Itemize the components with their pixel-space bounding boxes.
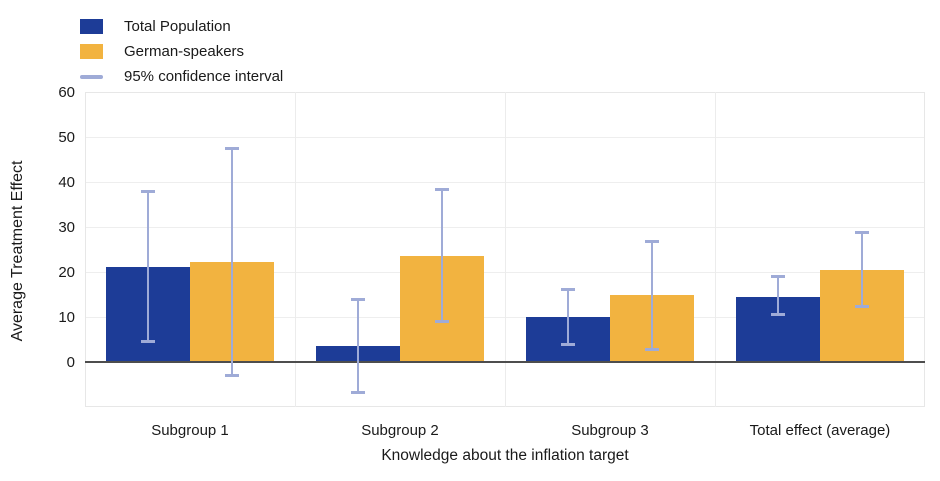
legend-item-german-speakers: German-speakers (80, 39, 283, 64)
y-tick-label-60: 60 (58, 83, 75, 101)
ci-cap-top-cat3-s0 (561, 287, 575, 291)
ci-cap-bottom-cat3-s1 (645, 347, 659, 351)
ci-cap-top-cat2-s1 (435, 187, 449, 191)
ci-line-cat1-s1 (230, 148, 234, 376)
ci-cap-bottom-cat2-s0 (351, 390, 365, 394)
y-tick-label-50: 50 (58, 128, 75, 146)
ci-line-cat1-s0 (146, 191, 150, 342)
ci-cap-bottom-cat1-s0 (141, 339, 155, 343)
ci-cap-top-cat1-s0 (141, 190, 155, 193)
y-tick-label-40: 40 (58, 173, 75, 191)
ci-cap-bottom-cat3-s0 (561, 343, 575, 347)
ci-cap-bottom-cat4-s0 (771, 313, 785, 317)
ci-line-cat2-s0 (356, 298, 360, 393)
ci-line-cat2-s1 (440, 188, 444, 323)
zero-axis-line (85, 361, 925, 363)
ci-line-cat3-s0 (566, 288, 570, 346)
x-category-label-4: Total effect (average) (749, 422, 891, 439)
y-tick-label-0: 0 (66, 353, 75, 371)
ci-line-cat4-s0 (776, 275, 780, 316)
y-tick-label-10: 10 (58, 308, 75, 326)
legend-swatch-german-speakers (80, 44, 103, 59)
panel-separator-1 (295, 92, 296, 407)
ci-cap-top-cat1-s1 (225, 147, 239, 151)
panel-separator-3 (715, 92, 716, 407)
legend-item-confidence-interval: 95% confidence interval (80, 64, 283, 89)
ci-cap-top-cat4-s1 (855, 230, 869, 234)
legend-item-total-population: Total Population (80, 14, 283, 39)
y-tick-label-20: 20 (58, 263, 75, 281)
ci-cap-top-cat3-s1 (645, 239, 659, 243)
ci-cap-top-cat2-s0 (351, 297, 365, 301)
legend-label-german-speakers: German-speakers (124, 43, 245, 60)
ci-cap-bottom-cat4-s1 (855, 304, 869, 308)
legend-label-confidence-interval: 95% confidence interval (124, 68, 284, 85)
y-tick-label-30: 30 (58, 218, 75, 236)
ci-cap-bottom-cat2-s1 (435, 320, 449, 324)
ci-cap-bottom-cat1-s1 (225, 373, 239, 377)
x-category-label-2: Subgroup 2 (361, 422, 439, 439)
x-category-label-3: Subgroup 3 (571, 422, 649, 439)
ci-line-cat3-s1 (650, 240, 654, 350)
ci-line-cat4-s1 (860, 231, 864, 307)
legend-swatch-total-population (80, 19, 103, 34)
panel-separator-2 (505, 92, 506, 407)
x-category-label-1: Subgroup 1 (151, 422, 229, 439)
legend-swatch-confidence-interval (80, 74, 103, 79)
legend-label-total-population: Total Population (124, 18, 231, 35)
y-axis-title: Average Treatment Effect (9, 160, 26, 342)
ci-cap-top-cat4-s0 (771, 274, 785, 278)
x-axis-title: Knowledge about the inflation target (381, 447, 629, 464)
legend: Total Population German-speakers 95% con… (80, 14, 283, 89)
